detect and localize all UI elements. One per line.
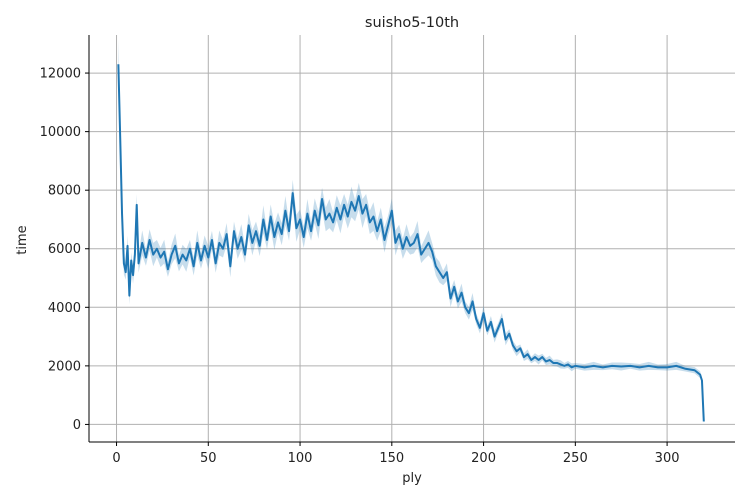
x-tick-label: 150: [379, 451, 404, 466]
y-tick-label: 12000: [40, 67, 81, 82]
x-tick-label: 0: [112, 451, 120, 466]
x-tick-label: 200: [471, 451, 496, 466]
axes: [88, 35, 735, 443]
x-tick-label: 50: [200, 451, 217, 466]
x-axis-label: ply: [402, 471, 422, 486]
chart-title: suisho5-10th: [365, 15, 459, 31]
series-line: [117, 64, 705, 422]
y-axis-label: time: [15, 225, 30, 254]
y-tick-label: 0: [73, 418, 81, 433]
y-tick-label: 10000: [40, 125, 81, 140]
y-tick-label: 2000: [48, 359, 81, 374]
confidence-band: [118, 39, 704, 424]
y-axis-ticks: 0 2000 4000 6000 8000 10000 12000: [40, 67, 89, 433]
x-tick-label: 300: [655, 451, 680, 466]
y-tick-label: 6000: [48, 242, 81, 257]
x-tick-label: 100: [288, 451, 313, 466]
y-tick-label: 8000: [48, 184, 81, 199]
x-axis-ticks: 0 50 100 150 200 250 300: [112, 442, 680, 466]
x-tick-label: 250: [563, 451, 588, 466]
y-tick-label: 4000: [48, 301, 81, 316]
